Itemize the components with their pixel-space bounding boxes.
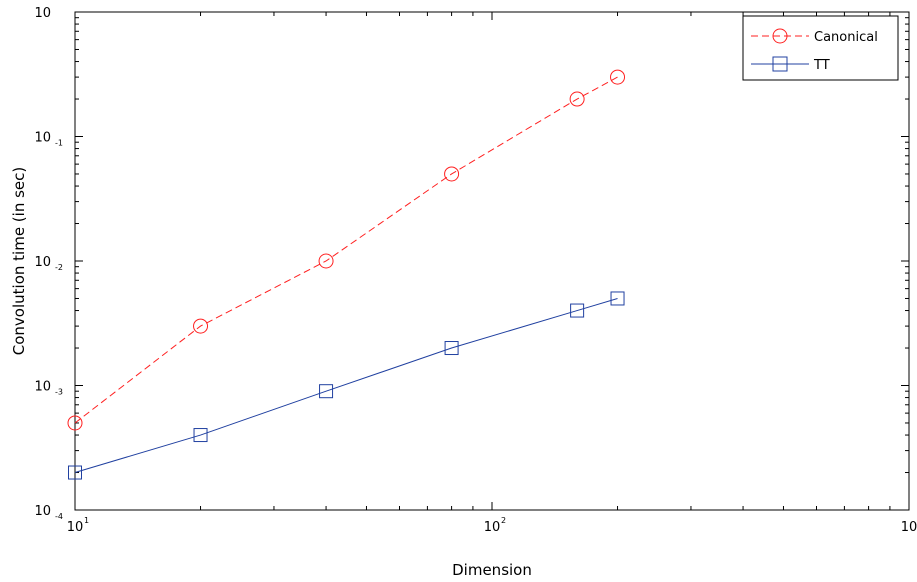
data-point-canonical <box>569 91 585 107</box>
legend: Canonical TT <box>742 15 899 81</box>
legend-marker-tt <box>772 56 788 72</box>
x-axis-title: Dimension <box>452 561 532 579</box>
y-tick-label: 10 <box>34 6 51 21</box>
x-tick-label: 10 <box>901 520 917 535</box>
y-tick-exponent: -2 <box>55 263 63 272</box>
data-point-tt <box>570 303 585 318</box>
y-tick-label: 10 <box>34 380 51 395</box>
x-tick-label: 10 <box>484 520 501 535</box>
y-tick-exponent: -3 <box>55 388 63 397</box>
x-tick-label: 10 <box>67 520 84 535</box>
y-tick-label: 10 <box>34 255 51 270</box>
data-point-tt <box>193 428 208 443</box>
y-tick-exponent: -4 <box>55 512 63 521</box>
legend-label-canonical: Canonical <box>814 30 878 45</box>
data-point-tt <box>68 465 82 480</box>
legend-label-tt: TT <box>813 58 830 73</box>
legend-box <box>742 15 899 81</box>
y-axis-title: Convolution time (in sec) <box>10 167 28 355</box>
data-point-tt <box>319 384 334 399</box>
y-tick-exponent: -1 <box>55 139 63 148</box>
data-point-canonical <box>67 415 83 431</box>
series-layer <box>67 69 626 480</box>
series-line-canonical <box>74 76 618 424</box>
y-tick-label: 10 <box>34 504 51 519</box>
data-point-canonical <box>318 253 334 269</box>
data-point-tt <box>610 291 625 306</box>
x-tick-exponent: 2 <box>501 516 506 525</box>
data-point-canonical <box>444 166 460 182</box>
x-tick-exponent: 1 <box>84 516 89 525</box>
series-line-tt <box>74 297 618 474</box>
y-tick-label: 10 <box>34 131 51 146</box>
data-point-canonical <box>193 318 209 334</box>
data-point-tt <box>444 341 459 356</box>
ticks-group <box>74 12 909 511</box>
legend-marker-canonical <box>772 28 788 44</box>
data-point-canonical <box>610 69 626 85</box>
